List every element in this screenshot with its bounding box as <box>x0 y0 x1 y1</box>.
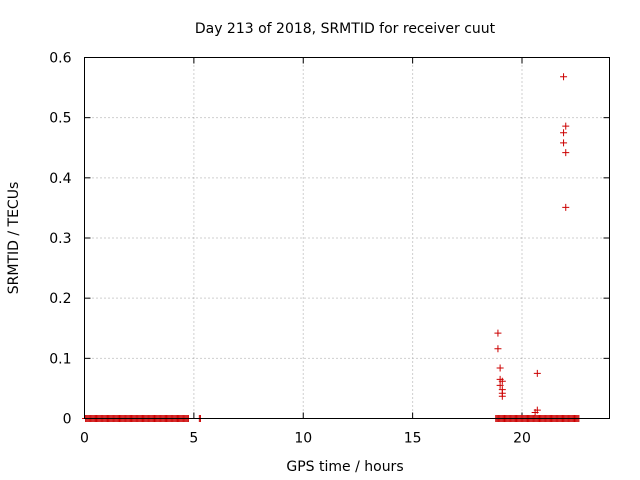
y-tick-label: 0 <box>63 412 72 428</box>
data-point <box>562 122 570 130</box>
y-tick-label: 0.6 <box>49 51 71 67</box>
y-tick-label: 0.2 <box>49 291 71 307</box>
y-tick-label: 0.3 <box>49 231 71 247</box>
y-tick-label: 0.4 <box>49 171 71 187</box>
data-point <box>496 364 504 372</box>
data-point <box>496 381 504 389</box>
data-point <box>494 345 502 353</box>
plot-frame <box>84 57 610 419</box>
data-point <box>560 73 568 81</box>
x-tick-label: 5 <box>189 431 198 447</box>
x-tick-label: 15 <box>404 431 422 447</box>
x-tick-label: 0 <box>80 431 89 447</box>
x-tick-label: 20 <box>513 431 531 447</box>
data-point <box>498 392 506 400</box>
chart-title: Day 213 of 2018, SRMTID for receiver cuu… <box>195 21 496 37</box>
data-point <box>560 129 568 137</box>
grid <box>84 57 610 419</box>
y-axis-label: SRMTID / TECUs <box>6 182 22 295</box>
data-point <box>531 408 539 416</box>
y-tick-label: 0.1 <box>49 351 71 367</box>
data-point <box>498 377 506 385</box>
axis-ticks <box>84 57 610 419</box>
tick-labels: 0 5 10 15 20 0 0.1 0.2 0.3 0.4 0.5 0.6 <box>49 51 531 447</box>
x-axis-label: GPS time / hours <box>286 459 403 475</box>
x-tick-label: 10 <box>294 431 312 447</box>
data-points <box>82 73 583 422</box>
data-point <box>533 369 541 377</box>
data-point <box>562 203 570 211</box>
data-point <box>494 329 502 337</box>
y-tick-label: 0.5 <box>49 111 71 127</box>
data-point <box>562 149 570 157</box>
data-point <box>560 139 568 147</box>
